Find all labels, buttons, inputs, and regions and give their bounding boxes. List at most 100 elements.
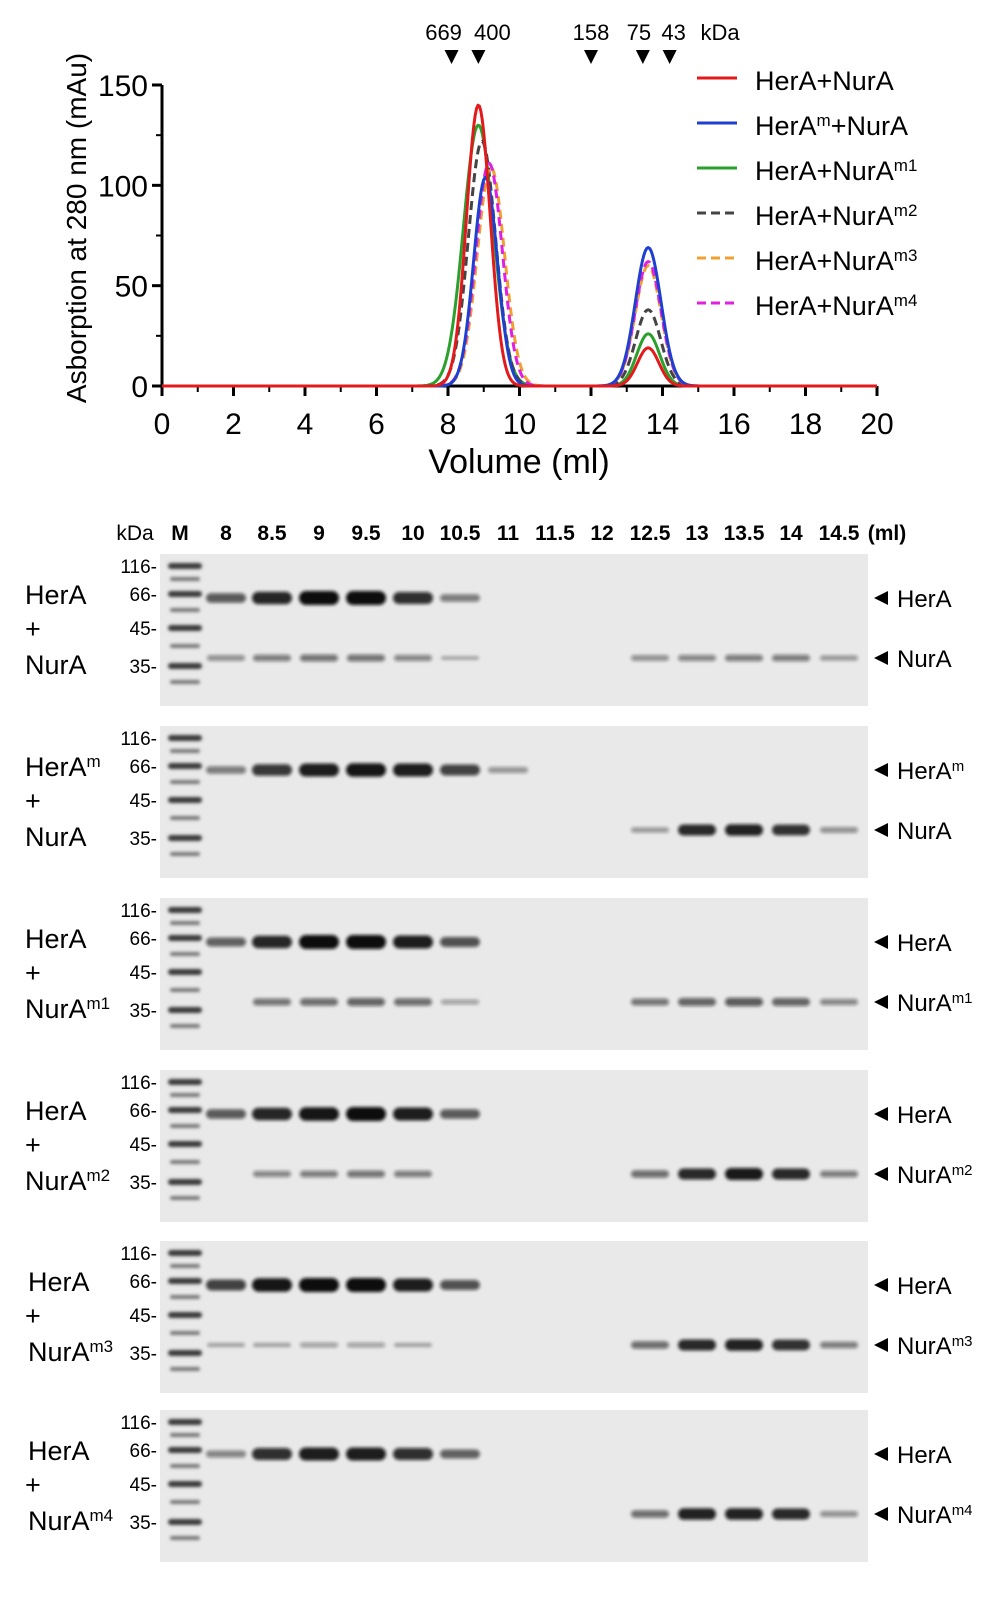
hera-band — [393, 592, 433, 604]
mw-label: 116- — [120, 901, 157, 922]
hera-band — [346, 1107, 386, 1121]
mw-label: 66- — [130, 757, 157, 778]
nura-band — [631, 998, 669, 1006]
marker-label: 669 — [425, 20, 462, 45]
nura-band — [678, 824, 716, 836]
ladder-band — [168, 835, 202, 841]
mw-label: 45- — [130, 1135, 157, 1156]
ladder-band — [168, 1278, 202, 1284]
nura-band — [725, 824, 763, 836]
nura-band — [772, 1168, 810, 1180]
nura-band — [772, 654, 810, 662]
ladder-band-minor — [170, 816, 200, 820]
nura-band — [725, 654, 763, 662]
hera-band — [440, 594, 480, 602]
gel-background — [160, 1410, 868, 1562]
right-label-top: HerAm — [897, 758, 964, 786]
band-arrow — [874, 591, 888, 605]
mw-label: 35- — [130, 1173, 157, 1194]
nura-band — [300, 1342, 338, 1348]
right-label-top: HerA — [897, 1273, 952, 1300]
nura-band — [820, 1511, 858, 1517]
y-tick-label: 50 — [115, 271, 148, 304]
ladder-band — [168, 591, 202, 597]
chart-axes: 0 2 4 6 8 10 12 14 16 18 20 0 50 100 150 — [98, 70, 894, 441]
gel-fraction-label: 9 — [313, 522, 325, 545]
ladder-band-minor — [170, 952, 200, 956]
panel-label-plus: + — [25, 1130, 41, 1160]
gel-background — [160, 554, 868, 706]
hera-band — [440, 1449, 480, 1459]
sds-page-gels: kDa M 8 8.5 9 9.5 10 10.5 11 11.5 12 12.5 13 13.5 14 14… — [25, 522, 973, 1562]
right-label-bottom: NurAm1 — [897, 990, 973, 1018]
mw-label: 45- — [130, 791, 157, 812]
nura-band — [253, 1342, 291, 1348]
chart-legend: HerA+NurA HerAm+NurA HerA+NurAm1 HerA+NurAm… — [697, 66, 917, 321]
ladder-band — [168, 969, 202, 975]
band-arrow — [874, 935, 888, 949]
hera-band — [252, 1278, 292, 1292]
mw-label: 116- — [120, 1073, 157, 1094]
marker-label: 400 — [474, 20, 511, 45]
chart-series — [161, 103, 878, 388]
nura-band — [394, 1170, 432, 1178]
hera-band — [346, 1447, 386, 1461]
band-arrow — [874, 995, 888, 1009]
band-arrow — [874, 1507, 888, 1521]
gel-panels: 116- 66- 45- 35- HerA + NurA HerA NurA 116- 66- 45-… — [25, 554, 973, 1562]
gel-panel: 116- 66- 45- 35- HerA + NurAm2 HerA NurAm2 — [25, 1070, 973, 1222]
nura-band — [678, 1508, 716, 1520]
hera-band — [488, 767, 528, 773]
y-tick-label: 0 — [131, 371, 148, 404]
mw-label: 45- — [130, 1306, 157, 1327]
band-arrow — [874, 1338, 888, 1352]
hera-band — [299, 1278, 339, 1292]
legend-entry: HerA+NurA — [755, 66, 894, 96]
gel-fraction-label: 14.5 — [819, 522, 860, 545]
x-tick-label: 10 — [503, 408, 536, 441]
ladder-band — [168, 1250, 202, 1256]
panel-label-plus: + — [25, 786, 41, 816]
marker-label: 75 — [627, 20, 651, 45]
ladder-band — [168, 563, 202, 569]
gel-panel: 116- 66- 45- 35- HerA + NurAm4 HerA NurAm4 — [25, 1410, 973, 1562]
x-tick-label: 8 — [440, 408, 457, 441]
mw-label: 45- — [130, 1475, 157, 1496]
hera-band — [206, 593, 246, 603]
x-axis-label: Volume (ml) — [428, 443, 609, 481]
band-arrow — [874, 651, 888, 665]
gel-fraction-label: 10 — [401, 522, 424, 545]
ladder-band-minor — [170, 1093, 200, 1097]
nura-band — [725, 1508, 763, 1520]
ladder-band — [168, 1079, 202, 1085]
ladder-band-minor — [170, 1024, 200, 1028]
gel-panel: 116- 66- 45- 35- HerA + NurAm3 HerA NurAm3 — [25, 1241, 973, 1393]
ladder-band — [168, 763, 202, 769]
nura-band — [678, 1339, 716, 1351]
ladder-band-minor — [170, 1295, 200, 1299]
mw-label: 66- — [130, 1272, 157, 1293]
x-tick-label: 12 — [574, 408, 607, 441]
gel-fraction-label: 11.5 — [535, 522, 575, 545]
ladder-band — [168, 1007, 202, 1013]
ladder-band-minor — [170, 852, 200, 856]
ladder-band — [168, 1179, 202, 1185]
x-tick-label: 2 — [225, 408, 242, 441]
gel-fraction-label: 10.5 — [440, 522, 481, 545]
nura-band — [631, 1170, 669, 1178]
x-tick-label: 20 — [860, 408, 893, 441]
hera-band — [346, 763, 386, 777]
hera-band — [299, 763, 339, 777]
mw-label: 45- — [130, 619, 157, 640]
legend-entry: HerA+NurAm2 — [755, 201, 917, 232]
marker-triangle — [635, 50, 650, 64]
mw-label: 66- — [130, 585, 157, 606]
mw-label: 35- — [130, 829, 157, 850]
hera-band — [206, 937, 246, 947]
nura-band — [394, 998, 432, 1006]
legend-entry: HerAm+NurA — [755, 111, 908, 142]
hera-band — [393, 1448, 433, 1460]
hera-band — [206, 1450, 246, 1458]
nura-band — [678, 998, 716, 1006]
nura-band — [300, 1170, 338, 1178]
